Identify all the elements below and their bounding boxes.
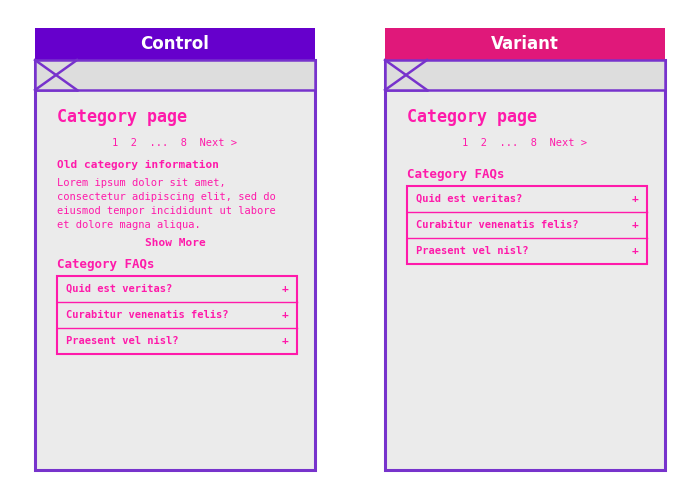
FancyBboxPatch shape [385,60,665,90]
FancyBboxPatch shape [35,60,77,90]
Text: Control: Control [141,35,209,53]
Text: Curabitur venenatis felis?: Curabitur venenatis felis? [66,310,228,320]
Text: Praesent vel nisl?: Praesent vel nisl? [416,246,528,256]
Text: Category FAQs: Category FAQs [407,168,505,181]
FancyBboxPatch shape [385,28,665,60]
Text: Lorem ipsum dolor sit amet,: Lorem ipsum dolor sit amet, [57,178,225,188]
Text: Show More: Show More [145,238,205,248]
Text: +: + [281,284,288,294]
Text: Category page: Category page [407,108,537,126]
Text: +: + [281,310,288,320]
FancyBboxPatch shape [35,28,315,60]
FancyBboxPatch shape [385,60,427,90]
Text: Old category information: Old category information [57,160,219,170]
Text: Quid est veritas?: Quid est veritas? [66,284,172,294]
Text: eiusmod tempor incididunt ut labore: eiusmod tempor incididunt ut labore [57,206,276,216]
Text: Praesent vel nisl?: Praesent vel nisl? [66,336,178,346]
Text: 1  2  ...  8  Next >: 1 2 ... 8 Next > [113,138,237,148]
Text: +: + [631,220,638,230]
Text: Category FAQs: Category FAQs [57,258,155,271]
Text: 1  2  ...  8  Next >: 1 2 ... 8 Next > [463,138,587,148]
FancyBboxPatch shape [35,60,315,90]
Text: +: + [631,194,638,204]
FancyBboxPatch shape [57,276,297,354]
Text: Variant: Variant [491,35,559,53]
Text: +: + [631,246,638,256]
FancyBboxPatch shape [35,60,315,470]
Text: +: + [281,336,288,346]
Text: consectetur adipiscing elit, sed do: consectetur adipiscing elit, sed do [57,192,276,202]
FancyBboxPatch shape [385,60,665,470]
Text: et dolore magna aliqua.: et dolore magna aliqua. [57,220,201,230]
Text: Curabitur venenatis felis?: Curabitur venenatis felis? [416,220,578,230]
Text: Category page: Category page [57,108,187,126]
FancyBboxPatch shape [407,186,647,264]
Text: Quid est veritas?: Quid est veritas? [416,194,522,204]
